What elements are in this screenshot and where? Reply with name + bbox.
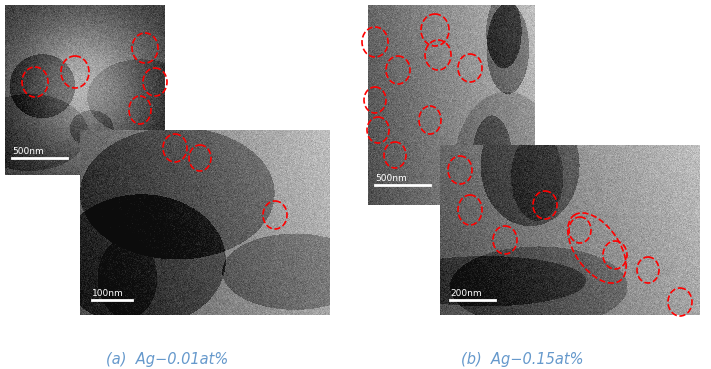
Text: (a)  Ag−0.01at%: (a) Ag−0.01at% bbox=[106, 352, 228, 368]
Text: 500nm: 500nm bbox=[12, 147, 44, 156]
Text: 200nm: 200nm bbox=[450, 289, 481, 298]
Text: 100nm: 100nm bbox=[92, 289, 124, 298]
Text: (b)  Ag−0.15at%: (b) Ag−0.15at% bbox=[461, 352, 584, 368]
Text: 500nm: 500nm bbox=[375, 174, 407, 183]
